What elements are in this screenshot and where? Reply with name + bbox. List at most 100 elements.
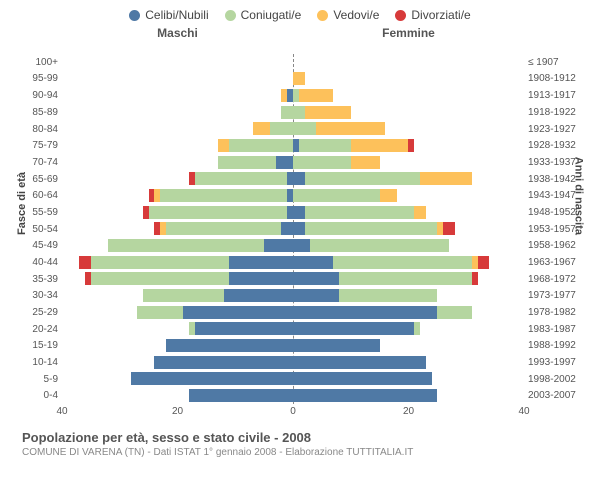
birth-label: 1983-1987	[528, 321, 576, 338]
bar-segment	[437, 306, 472, 319]
birth-label: 1913-1917	[528, 87, 576, 104]
age-label: 10-14	[32, 354, 58, 371]
bar-segment	[333, 256, 472, 269]
table-row	[62, 204, 524, 221]
table-row	[62, 154, 524, 171]
bar-segment	[408, 139, 414, 152]
age-label: 85-89	[32, 104, 58, 121]
chart-title: Popolazione per età, sesso e stato civil…	[22, 430, 600, 445]
bar-segment	[293, 272, 339, 285]
bar-segment	[131, 372, 293, 385]
bar-segment	[293, 256, 333, 269]
bar-segment	[293, 372, 432, 385]
birth-label: 1908-1912	[528, 71, 576, 88]
bar-segment	[229, 272, 293, 285]
bar-segment	[293, 172, 305, 185]
axis-right: ≤ 19071908-19121913-19171918-19221923-19…	[526, 54, 580, 404]
bar-segment	[420, 172, 472, 185]
swatch-celibi	[129, 10, 140, 21]
bar-segment	[293, 339, 380, 352]
bar-segment	[339, 272, 472, 285]
bar-segment	[293, 156, 351, 169]
birth-label: 1963-1967	[528, 254, 576, 271]
bar-segment	[305, 106, 351, 119]
bar-segment	[293, 389, 437, 402]
legend-item: Coniugati/e	[225, 8, 302, 22]
legend-label: Divorziati/e	[411, 8, 470, 22]
bar-segment	[293, 239, 310, 252]
bar-segment	[293, 189, 380, 202]
legend-label: Coniugati/e	[241, 8, 302, 22]
legend: Celibi/Nubili Coniugati/e Vedovi/e Divor…	[0, 0, 600, 26]
age-label: 50-54	[32, 221, 58, 238]
bar-segment	[293, 356, 426, 369]
legend-label: Celibi/Nubili	[145, 8, 208, 22]
birth-label: 1998-2002	[528, 371, 576, 388]
x-tick: 40	[518, 406, 529, 417]
table-row	[62, 137, 524, 154]
age-label: 55-59	[32, 204, 58, 221]
bar-segment	[305, 172, 421, 185]
chart-subtitle: COMUNE DI VARENA (TN) - Dati ISTAT 1° ge…	[22, 447, 600, 458]
age-label: 45-49	[32, 237, 58, 254]
bar-segment	[253, 122, 270, 135]
birth-label: ≤ 1907	[528, 54, 559, 71]
age-label: 100+	[35, 54, 58, 71]
bar-segment	[218, 139, 230, 152]
age-label: 25-29	[32, 304, 58, 321]
age-label: 35-39	[32, 271, 58, 288]
bar-segment	[137, 306, 183, 319]
table-row	[62, 71, 524, 88]
table-row	[62, 271, 524, 288]
bar-segment	[478, 256, 490, 269]
bar-segment	[166, 222, 282, 235]
table-row	[62, 370, 524, 387]
age-label: 60-64	[32, 187, 58, 204]
bar-segment	[293, 306, 437, 319]
bar-segment	[270, 122, 293, 135]
birth-label: 1923-1927	[528, 121, 576, 138]
bar-segment	[380, 189, 397, 202]
swatch-coniugati	[225, 10, 236, 21]
birth-label: 1993-1997	[528, 354, 576, 371]
bar-segment	[351, 139, 409, 152]
bar-segment	[229, 139, 293, 152]
table-row	[62, 87, 524, 104]
bar-rows	[62, 54, 524, 404]
age-label: 80-84	[32, 121, 58, 138]
age-label: 15-19	[32, 337, 58, 354]
age-label: 5-9	[44, 371, 58, 388]
table-row	[62, 237, 524, 254]
bar-segment	[443, 222, 455, 235]
bar-segment	[299, 89, 334, 102]
bar-segment	[293, 106, 305, 119]
pyramid-chart: Celibi/Nubili Coniugati/e Vedovi/e Divor…	[0, 0, 600, 500]
age-label: 90-94	[32, 87, 58, 104]
birth-label: 1978-1982	[528, 304, 576, 321]
bar-segment	[281, 222, 293, 235]
table-row	[62, 304, 524, 321]
bar-segment	[293, 122, 316, 135]
bar-segment	[351, 156, 380, 169]
bar-segment	[472, 272, 478, 285]
bar-segment	[414, 206, 426, 219]
bar-segment	[154, 356, 293, 369]
table-row	[62, 287, 524, 304]
bar-segment	[293, 206, 305, 219]
birth-label: 1933-1937	[528, 154, 576, 171]
gender-labels: Maschi Femmine	[0, 26, 600, 40]
age-label: 75-79	[32, 137, 58, 154]
bar-segment	[305, 206, 415, 219]
age-label: 20-24	[32, 321, 58, 338]
bar-segment	[160, 189, 287, 202]
bar-segment	[149, 206, 288, 219]
swatch-divorziati	[395, 10, 406, 21]
bar-segment	[224, 289, 293, 302]
x-tick: 20	[172, 406, 183, 417]
age-label: 65-69	[32, 171, 58, 188]
table-row	[62, 104, 524, 121]
bar-segment	[305, 222, 438, 235]
swatch-vedovi	[317, 10, 328, 21]
bar-segment	[79, 256, 91, 269]
bar-segment	[229, 256, 293, 269]
